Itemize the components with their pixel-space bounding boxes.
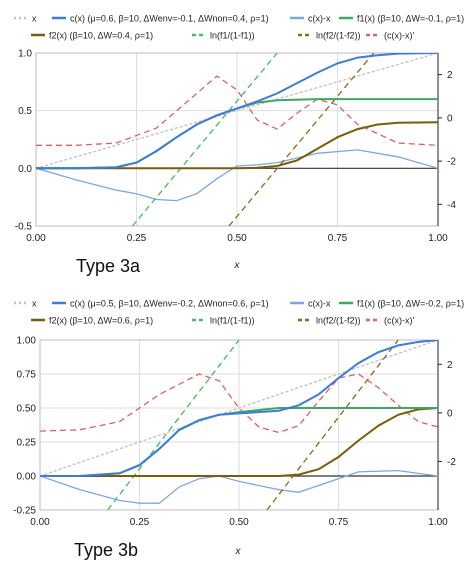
y-tick-label: 0.5 [18,106,32,117]
right-tick-label: 2 [447,360,453,371]
series-line-4 [40,407,438,477]
x-tick-label: 1.00 [428,517,448,528]
panel-label: Type 3b [74,540,138,560]
x-tick-label: 0.25 [130,517,150,528]
x-tick-label: 0.25 [127,233,147,244]
y-tick-label: -0.25 [13,506,36,517]
legend-label: f2(x) (β=10, ΔW=0.4, ρ=1) [49,31,153,41]
legend-label: c(x)-x [308,299,331,309]
right-tick-label: 0 [447,113,453,124]
series-line-4 [36,121,438,170]
series-line-1 [36,53,438,170]
legend-label: x [32,299,37,309]
y-tick-label: -0.5 [15,222,33,233]
x-tick-label: 1.00 [428,233,448,244]
right-tick-label: -2 [447,157,456,168]
legend-label: c(x) (μ=0.6, β=10, ΔWenv=-0.1, ΔWnon=0.4… [70,14,269,24]
legend-label: f1(x) (β=10, ΔW=-0.1, ρ=1) [357,14,464,24]
legend-label: f2(x) (β=10, ΔW=0.6, ρ=1) [49,316,153,326]
right-tick-label: 2 [447,70,453,81]
x-tick-label: 0.75 [329,517,349,528]
right-tick-label: -2 [447,457,456,468]
chart-panel-1: 0.00 0.25 0.50 0.75 1.00-0.250.000.250.500.7… [13,299,464,561]
x-tick-label: 0.00 [26,233,46,244]
x-tick-label: 0.50 [229,517,249,528]
right-tick-label: -4 [447,200,456,211]
series-line-5 [107,340,240,510]
legend-label: x [32,14,37,24]
series-line-7 [36,75,438,146]
series-line-6 [228,53,375,226]
legend-label: (c(x)-x)' [384,316,414,326]
series-line-0 [40,340,438,477]
y-tick-label: 0.0 [18,164,32,175]
panel-label: Type 3a [76,256,141,276]
x-tick-label: 0.50 [227,233,247,244]
y-tick-label: 1.0 [18,49,32,60]
legend-label: f1(x) (β=10, ΔW=-0.2, ρ=1) [357,299,464,309]
series-line-6 [266,340,399,510]
legend-label: ln(f2/(1-f2)) [316,31,361,41]
legend-label: ln(f2/(1-f2)) [316,316,361,326]
legend-label: (c(x)-x)' [384,31,414,41]
legend-label: ln(f1/(1-f1)) [210,316,255,326]
legend-label: c(x) (μ=0.5, β=10, ΔWenv=-0.2, ΔWnon=0.6… [70,299,269,309]
x-axis-label: x [234,260,241,271]
x-axis-label: x [235,546,242,557]
series-line-5 [132,53,278,226]
x-tick-label: 0.00 [30,517,50,528]
chart-panel-0: 0.00 0.25 0.50 0.75 1.00 -0.5 0.0 0.5 1.0 -4 -2 0 2 x… [14,14,464,276]
legend-label: c(x)-x [308,14,331,24]
x-tick-label: 0.75 [328,233,348,244]
legend-label: ln(f1/(1-f1)) [210,31,255,41]
y-tick-label: 0.00 [17,472,37,483]
series-line-1 [40,340,438,477]
series-line-7 [40,373,438,434]
y-tick-label: 0.50 [17,404,37,415]
y-tick-label: 0.25 [17,438,37,449]
series-line-0 [36,53,438,169]
series-line-2 [36,149,438,202]
y-tick-label: 1.00 [17,336,37,347]
y-tick-label: 0.75 [17,370,37,381]
right-tick-label: 0 [447,408,453,419]
